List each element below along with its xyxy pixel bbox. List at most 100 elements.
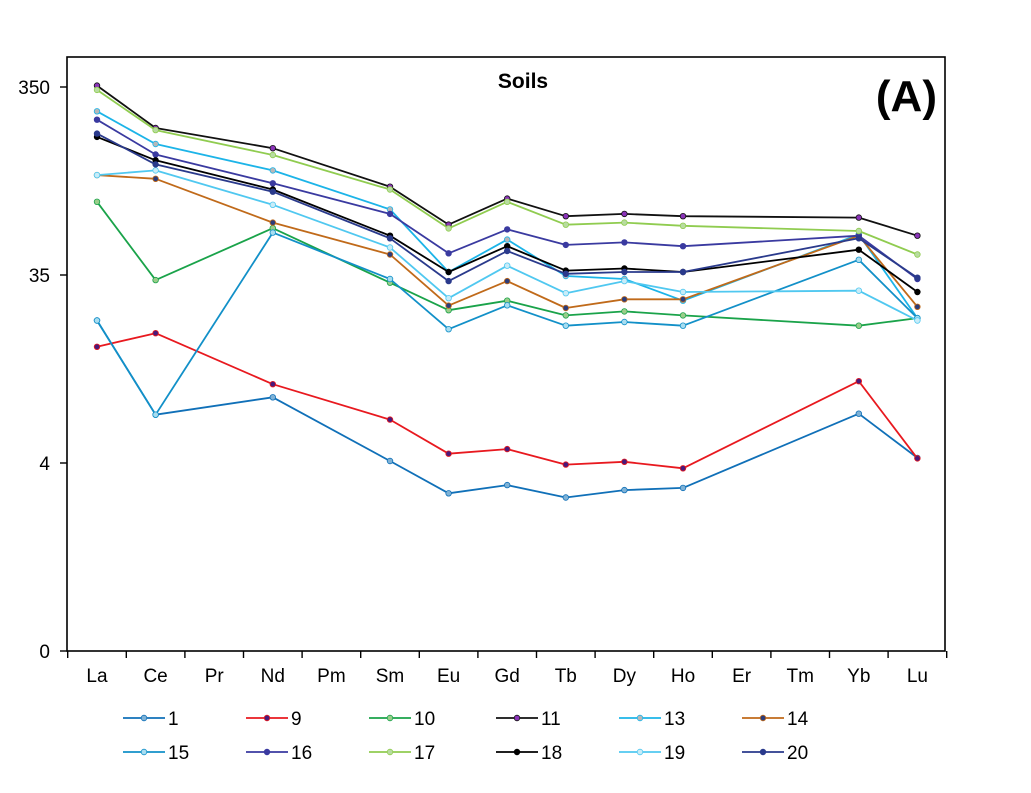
data-point-17 — [621, 219, 628, 226]
legend-marker-20 — [759, 748, 767, 756]
legend-marker-9 — [263, 714, 271, 722]
legend-marker-19 — [636, 748, 644, 756]
chart-title: Soils — [498, 70, 548, 93]
series-group — [93, 82, 921, 501]
legend-label-10: 10 — [414, 709, 435, 730]
x-tick-label-er: Er — [732, 666, 752, 687]
data-point-16 — [93, 116, 101, 123]
data-point-15 — [679, 322, 687, 329]
data-point-15 — [445, 326, 452, 333]
data-point-1 — [386, 457, 394, 465]
data-point-1 — [269, 394, 276, 401]
data-point-11 — [914, 232, 921, 239]
x-tick-label-eu: Eu — [437, 666, 460, 687]
data-point-17 — [855, 227, 862, 235]
legend-marker-1 — [140, 714, 148, 722]
data-point-14 — [269, 219, 276, 226]
data-point-16 — [386, 210, 394, 218]
data-point-17 — [386, 186, 394, 193]
data-point-16 — [621, 239, 628, 246]
data-point-13 — [93, 108, 101, 115]
data-point-9 — [152, 330, 159, 337]
data-point-16 — [269, 180, 276, 187]
data-point-20 — [562, 270, 569, 277]
data-point-11 — [562, 212, 569, 220]
legend-label-1: 1 — [168, 709, 179, 730]
data-point-16 — [679, 242, 687, 250]
data-point-10 — [679, 312, 687, 319]
data-point-10 — [152, 276, 159, 284]
data-point-14 — [562, 304, 569, 312]
data-point-14 — [445, 302, 452, 309]
data-point-15 — [562, 322, 569, 329]
data-point-16 — [562, 241, 569, 249]
legend-marker-17 — [386, 748, 394, 756]
data-point-14 — [152, 175, 159, 182]
data-point-20 — [386, 235, 394, 242]
data-point-17 — [93, 86, 101, 94]
data-point-14 — [386, 251, 394, 258]
legend-marker-18 — [513, 748, 521, 756]
legend-label-19: 19 — [664, 743, 685, 764]
x-tick-label-ce: Ce — [143, 666, 167, 687]
data-point-20 — [93, 130, 101, 137]
data-point-18 — [914, 288, 921, 296]
x-tick-label-sm: Sm — [376, 666, 405, 687]
legend-label-13: 13 — [664, 709, 685, 730]
data-point-20 — [621, 268, 628, 276]
legend-marker-13 — [636, 714, 644, 722]
x-tick-label-lu: Lu — [907, 666, 928, 687]
data-point-10 — [621, 308, 628, 315]
data-point-9 — [562, 461, 569, 468]
data-point-19 — [679, 288, 687, 296]
x-tick-label-gd: Gd — [495, 666, 520, 687]
data-point-18 — [445, 268, 452, 276]
data-point-9 — [445, 450, 452, 457]
legend-label-9: 9 — [291, 709, 302, 730]
data-point-14 — [504, 277, 511, 285]
y-tick-label: 35 — [29, 266, 50, 287]
data-point-9 — [504, 445, 511, 453]
data-point-13 — [504, 236, 511, 243]
data-point-11 — [621, 210, 628, 218]
data-point-17 — [269, 151, 276, 159]
data-point-20 — [914, 274, 921, 281]
data-point-1 — [562, 494, 569, 501]
data-point-19 — [914, 317, 921, 324]
data-point-15 — [93, 317, 101, 324]
x-tick-label-ho: Ho — [671, 666, 695, 687]
data-point-14 — [914, 303, 921, 310]
data-point-14 — [679, 296, 687, 303]
legend-label-20: 20 — [787, 743, 808, 764]
legend-marker-11 — [513, 714, 521, 722]
data-point-9 — [621, 458, 628, 465]
data-point-16 — [152, 151, 159, 158]
plot-area — [66, 56, 946, 652]
data-point-1 — [855, 410, 862, 417]
data-point-20 — [152, 161, 159, 168]
data-point-9 — [914, 455, 921, 462]
data-point-9 — [386, 416, 394, 423]
data-point-19 — [93, 171, 101, 179]
data-point-11 — [679, 212, 687, 220]
data-point-19 — [504, 262, 511, 269]
data-point-17 — [504, 198, 511, 205]
data-point-9 — [93, 343, 101, 350]
legend-label-18: 18 — [541, 743, 562, 764]
legend-label-17: 17 — [414, 743, 435, 764]
data-point-16 — [445, 250, 452, 257]
data-point-13 — [269, 167, 276, 174]
data-point-19 — [562, 290, 569, 297]
data-point-1 — [621, 486, 628, 494]
data-point-10 — [93, 198, 101, 205]
x-tick-label-la: La — [86, 666, 108, 687]
legend-label-14: 14 — [787, 709, 809, 730]
data-point-9 — [269, 381, 276, 388]
y-tick-label: 0 — [39, 642, 50, 663]
data-point-20 — [855, 235, 862, 242]
x-tick-label-dy: Dy — [613, 666, 637, 687]
data-point-10 — [855, 322, 862, 329]
data-point-19 — [855, 287, 862, 294]
panel-label: (A) — [876, 72, 937, 121]
data-point-20 — [504, 247, 511, 255]
